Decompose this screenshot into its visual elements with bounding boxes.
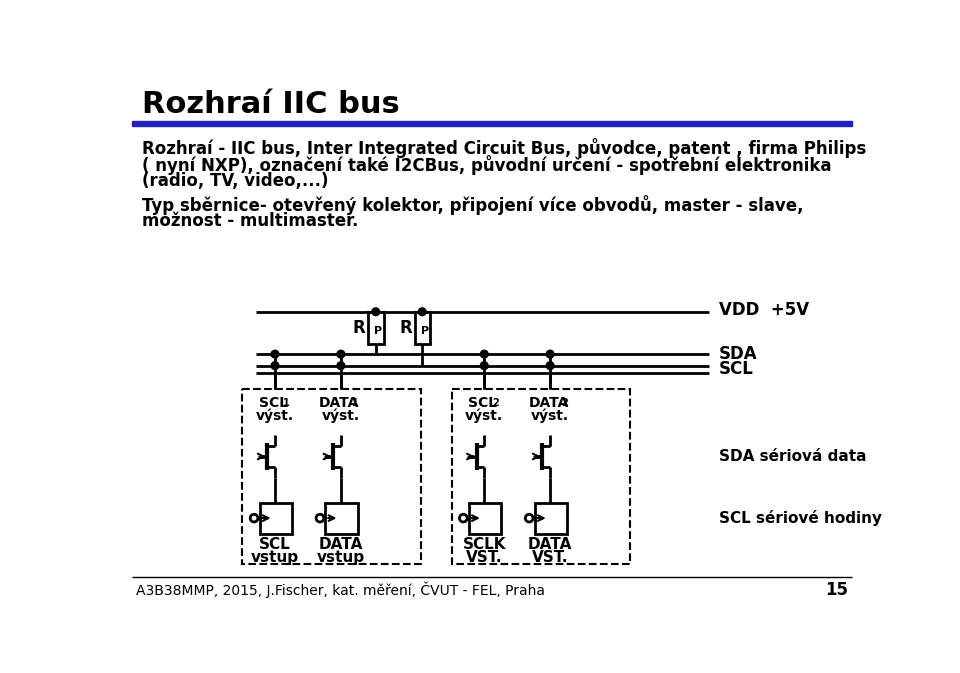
Text: SCL: SCL <box>719 360 754 378</box>
Text: SDA: SDA <box>719 345 757 363</box>
Text: 2: 2 <box>492 398 499 408</box>
Circle shape <box>480 362 488 369</box>
Text: VST.: VST. <box>532 550 568 565</box>
Circle shape <box>480 350 488 358</box>
Text: P: P <box>374 326 382 336</box>
Text: (radio, TV, video,...): (radio, TV, video,...) <box>142 172 328 190</box>
Text: Typ sběrnice- otevřený kolektor, připojení více obvodů, master - slave,: Typ sběrnice- otevřený kolektor, připoje… <box>142 194 804 215</box>
Circle shape <box>337 350 345 358</box>
Text: VST.: VST. <box>466 550 502 565</box>
Bar <box>259 503 292 534</box>
Text: Rozhraí IIC bus: Rozhraí IIC bus <box>142 90 399 119</box>
Text: DATA: DATA <box>528 537 572 553</box>
Circle shape <box>271 362 278 369</box>
Bar <box>325 503 358 534</box>
Bar <box>535 503 567 534</box>
Text: R: R <box>399 319 412 337</box>
Bar <box>468 503 501 534</box>
Text: DATA: DATA <box>319 396 359 411</box>
Bar <box>415 312 430 344</box>
Text: výst.: výst. <box>531 409 569 423</box>
Bar <box>452 389 630 565</box>
Text: SCLK: SCLK <box>463 537 506 553</box>
Text: VDD  +5V: VDD +5V <box>719 302 809 319</box>
Text: SCL: SCL <box>259 537 291 553</box>
Bar <box>132 120 852 127</box>
Circle shape <box>546 350 554 358</box>
Text: 1: 1 <box>283 398 290 408</box>
Text: 1: 1 <box>351 398 358 408</box>
Text: SDA sériová data: SDA sériová data <box>719 449 867 464</box>
Bar <box>243 389 420 565</box>
Text: výst.: výst. <box>466 409 503 423</box>
Text: DATA: DATA <box>528 396 568 411</box>
Circle shape <box>271 350 278 358</box>
Circle shape <box>337 362 345 369</box>
Circle shape <box>419 308 426 316</box>
Text: DATA: DATA <box>319 537 363 553</box>
Bar <box>368 312 383 344</box>
Text: vstup: vstup <box>251 550 300 565</box>
Text: SCL: SCL <box>259 396 288 411</box>
Text: SCL: SCL <box>468 396 497 411</box>
Text: SCL sériové hodiny: SCL sériové hodiny <box>719 510 882 526</box>
Text: 2: 2 <box>561 398 567 408</box>
Text: Rozhraí - IIC bus, Inter Integrated Circuit Bus, původce, patent , firma Philips: Rozhraí - IIC bus, Inter Integrated Circ… <box>142 138 866 157</box>
Text: R: R <box>353 319 366 337</box>
Text: P: P <box>420 326 429 336</box>
Text: 15: 15 <box>826 581 849 599</box>
Circle shape <box>372 308 379 316</box>
Text: možnost - multimaster.: možnost - multimaster. <box>142 212 358 229</box>
Circle shape <box>546 362 554 369</box>
Text: výst.: výst. <box>322 409 360 423</box>
Text: výst.: výst. <box>256 409 294 423</box>
Text: ( nyní NXP), označení také I2CBus, původní určení - spotřební elektronika: ( nyní NXP), označení také I2CBus, původ… <box>142 155 831 175</box>
Text: A3B38MMP, 2015, J.Fischer, kat. měření, ČVUT - FEL, Praha: A3B38MMP, 2015, J.Fischer, kat. měření, … <box>135 581 544 598</box>
Text: vstup: vstup <box>317 550 365 565</box>
